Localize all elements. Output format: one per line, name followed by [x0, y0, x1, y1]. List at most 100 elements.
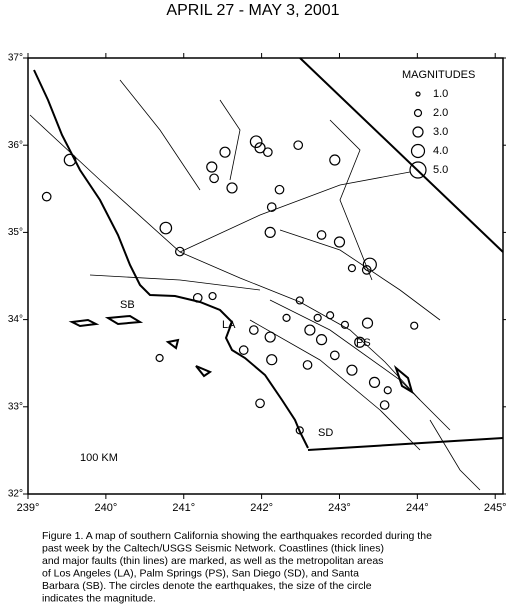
- scale-label: 100 KM: [80, 452, 118, 464]
- fault: [429, 419, 481, 491]
- island: [195, 365, 213, 378]
- earthquake: [295, 426, 304, 435]
- legend-symbol: [413, 108, 423, 118]
- earthquake: [368, 376, 381, 388]
- earthquake: [266, 202, 277, 212]
- mexico-border: [307, 437, 504, 451]
- earthquake: [209, 173, 219, 184]
- legend-label: 2.0: [433, 107, 448, 119]
- legend-symbol: [412, 126, 424, 138]
- earthquake: [293, 140, 304, 151]
- earthquake: [379, 400, 390, 410]
- fault: [179, 171, 411, 253]
- title: APRIL 27 - MAY 3, 2001: [166, 2, 339, 19]
- earthquake: [315, 334, 328, 346]
- place-label: PS: [356, 337, 371, 349]
- earthquake: [238, 345, 249, 355]
- earthquake: [219, 146, 231, 158]
- earthquake: [266, 354, 278, 366]
- earthquake: [274, 184, 285, 195]
- earthquake: [362, 257, 377, 272]
- map-layer: [29, 57, 504, 491]
- y-tick-label: 34°: [8, 314, 23, 325]
- earthquake: [159, 221, 173, 235]
- y-tick-label: 35°: [8, 227, 23, 238]
- state-border: [299, 57, 504, 253]
- island: [104, 314, 144, 326]
- earthquake: [361, 265, 372, 275]
- legend-label: 1.0: [433, 88, 448, 100]
- caption-line: Figure 1. A map of southern California s…: [42, 530, 432, 542]
- legend-label: 4.0: [433, 145, 448, 157]
- earthquake: [383, 386, 392, 395]
- earthquake: [226, 182, 238, 194]
- earthquake: [262, 147, 273, 158]
- earthquake: [354, 336, 366, 348]
- x-tick-label: 241°: [172, 502, 195, 514]
- caption-line: and major faults (thin lines) are marked…: [42, 555, 383, 567]
- earthquake: [302, 360, 313, 370]
- earthquake: [295, 296, 304, 305]
- caption-line: Barbara (SB). The circles denote the ear…: [42, 580, 372, 592]
- fault: [279, 229, 441, 321]
- caption: Figure 1. A map of southern California s…: [42, 530, 432, 604]
- fault: [219, 99, 241, 181]
- caption-line: past week by the Caltech/USGS Seismic Ne…: [42, 542, 384, 554]
- earthquake: [313, 313, 322, 322]
- x-tick-label: 245°: [484, 502, 506, 514]
- earthquake: [155, 353, 164, 363]
- earthquake: [410, 321, 419, 330]
- earthquake: [282, 313, 291, 322]
- earthquake: [41, 191, 52, 202]
- island: [165, 338, 180, 350]
- fault: [29, 114, 421, 401]
- fault: [329, 119, 373, 281]
- earthquake: [264, 226, 276, 238]
- x-tick-label: 243°: [328, 502, 351, 514]
- legend-symbol: [409, 161, 427, 179]
- map-frame: [27, 57, 504, 495]
- earthquake: [329, 154, 341, 166]
- x-tick-label: 242°: [250, 502, 273, 514]
- legend-symbol: [415, 91, 421, 97]
- x-tick-label: 240°: [94, 502, 117, 514]
- y-tick-label: 32°: [8, 489, 23, 500]
- x-tick-label: 239°: [17, 502, 40, 514]
- y-tick-label: 33°: [8, 401, 23, 412]
- earthquake: [333, 236, 346, 248]
- island: [68, 318, 100, 328]
- earthquake: [174, 246, 185, 257]
- fault: [89, 274, 261, 291]
- earthquake: [304, 324, 316, 336]
- y-tick-label: 36°: [8, 140, 23, 151]
- legend-symbol: [410, 143, 426, 159]
- y-tick-label: 37°: [8, 53, 23, 64]
- legend-title: MAGNITUDES: [402, 69, 475, 81]
- legend-label: 5.0: [433, 164, 448, 176]
- earthquake: [264, 331, 276, 343]
- x-tick-label: 244°: [406, 502, 429, 514]
- earthquake: [63, 153, 77, 167]
- earthquake: [340, 320, 350, 329]
- earthquake: [347, 264, 357, 273]
- place-label: LA: [222, 319, 236, 331]
- earthquake: [329, 350, 340, 361]
- earthquake: [316, 230, 327, 240]
- fault: [269, 299, 451, 431]
- earthquake: [248, 325, 259, 335]
- caption-line: indicates the magnitude.: [42, 592, 156, 604]
- place-label: SD: [318, 427, 333, 439]
- place-label: SB: [120, 299, 135, 311]
- earthquake: [206, 161, 218, 173]
- earthquake: [192, 292, 203, 303]
- legend-label: 3.0: [433, 126, 448, 138]
- coastline: [33, 69, 309, 449]
- fault: [249, 319, 421, 451]
- earthquake: [254, 142, 266, 154]
- fault: [119, 79, 201, 191]
- earthquake: [361, 317, 374, 329]
- earthquake: [208, 291, 217, 301]
- earthquake: [249, 135, 263, 149]
